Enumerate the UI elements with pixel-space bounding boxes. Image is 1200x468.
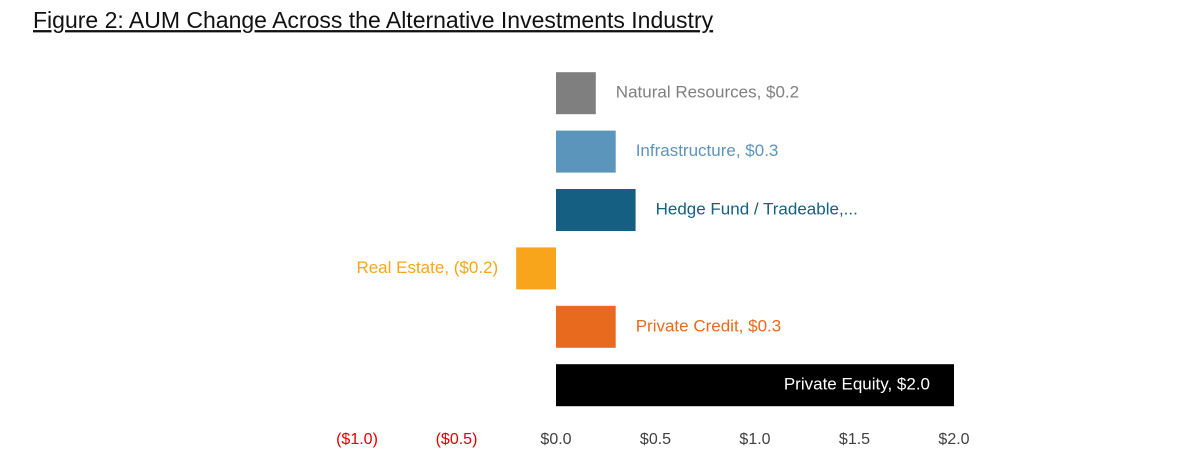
data-label: Hedge Fund / Tradeable,... [656, 199, 858, 218]
data-label: Natural Resources, $0.2 [616, 83, 799, 102]
x-tick-label: ($1.0) [336, 431, 378, 448]
x-tick-label: $2.0 [938, 431, 969, 448]
x-tick-label: $1.0 [739, 431, 770, 448]
bar [556, 72, 596, 115]
x-tick-label: $0.5 [640, 431, 671, 448]
data-label: Private Equity, $2.0 [784, 375, 930, 394]
bar [556, 305, 616, 348]
bar [556, 130, 616, 173]
chart-title: Figure 2: AUM Change Across the Alternat… [33, 7, 714, 33]
data-label: Infrastructure, $0.3 [636, 141, 779, 160]
bar [516, 247, 556, 290]
x-tick-label: $0.0 [540, 431, 571, 448]
data-label: Real Estate, ($0.2) [356, 258, 498, 277]
data-label: Private Credit, $0.3 [636, 316, 782, 335]
bar [556, 189, 636, 231]
x-tick-label: $1.5 [839, 431, 870, 448]
x-tick-label: ($0.5) [436, 431, 478, 448]
bar [556, 364, 954, 407]
